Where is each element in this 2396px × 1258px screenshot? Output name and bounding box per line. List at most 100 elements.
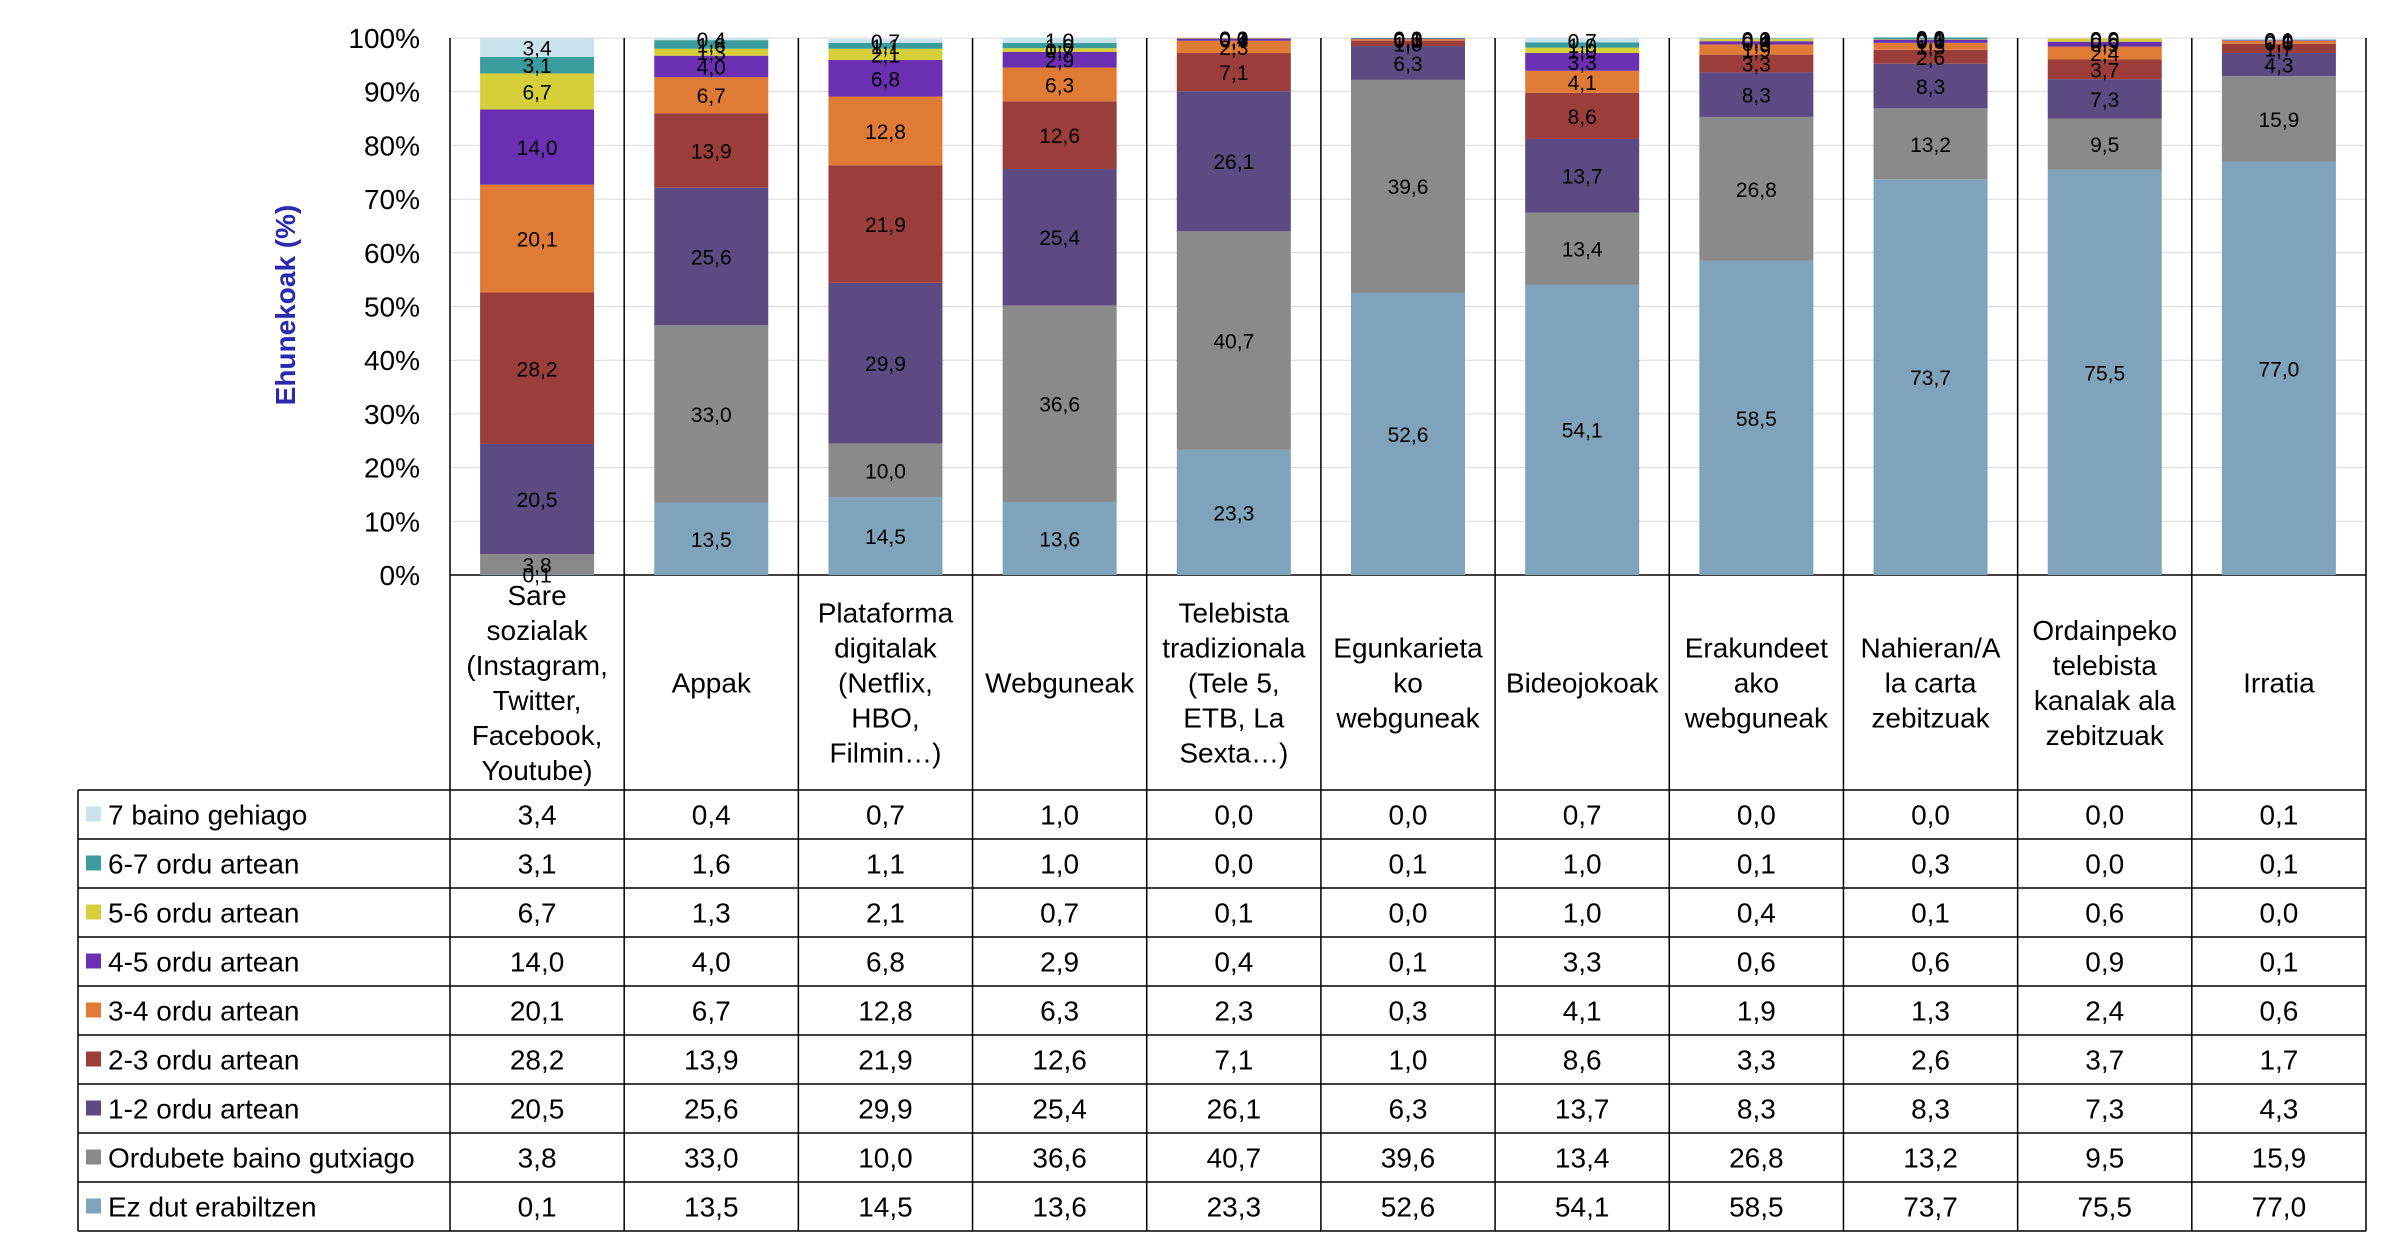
category-label: tradizionala [1162, 633, 1306, 664]
bar-segment [828, 96, 943, 166]
table-cell: 26,8 [1729, 1143, 1784, 1174]
table-cell: 0,6 [1737, 947, 1776, 978]
data-label: 0,0 [1393, 29, 1422, 52]
table-cell: 13,5 [684, 1192, 739, 1223]
table-cell: 0,0 [1389, 800, 1428, 831]
data-label: 14,0 [517, 137, 558, 160]
table-cell: 1,3 [1911, 996, 1950, 1027]
legend-label: Ordubete baino gutxiago [108, 1143, 415, 1174]
bar-segment [1002, 305, 1117, 502]
data-label: 1,0 [1568, 35, 1597, 58]
bar-segment [1351, 39, 1465, 41]
category-label: ko [1393, 668, 1423, 699]
data-label: 0,0 [1742, 29, 1771, 52]
bar-segment [2047, 38, 2162, 42]
legend-label: 4-5 ordu artean [108, 947, 299, 978]
table-cell: 6,3 [1040, 996, 1079, 1027]
data-label: 29,9 [865, 353, 906, 376]
bar-segment [1873, 37, 1988, 40]
table-cell: 0,4 [1737, 898, 1776, 929]
table-cell: 0,0 [2259, 898, 2298, 929]
table-cell: 0,7 [1563, 800, 1602, 831]
data-label: 0,1 [1219, 28, 1248, 51]
bar-segment [1525, 138, 1640, 213]
category-label: ETB, La [1183, 703, 1285, 734]
category-label: Egunkarieta [1333, 633, 1483, 664]
bar-segment [1176, 91, 1291, 232]
category-label: digitalak [834, 633, 938, 664]
legend-swatch [86, 1149, 101, 1165]
bar-segment [2047, 79, 2162, 119]
table-cell: 73,7 [1903, 1192, 1958, 1223]
bar-segment [1699, 39, 1814, 42]
bar-segment [1873, 179, 1988, 575]
bar-segment [2221, 40, 2336, 44]
data-label: 3,4 [522, 38, 552, 61]
bar-segment [1351, 38, 1465, 39]
table-cell: 10,0 [858, 1143, 913, 1174]
data-label: 6,8 [871, 68, 900, 91]
legend-label: 2-3 ordu artean [108, 1045, 299, 1076]
category-label: (Netflix, [838, 668, 933, 699]
data-label: 3,3 [1742, 54, 1771, 77]
data-label: 1,0 [1393, 33, 1422, 56]
y-tick-label: 80% [364, 130, 420, 161]
bar-segment [828, 165, 943, 283]
table-cell: 39,6 [1381, 1143, 1436, 1174]
data-label: 12,6 [1039, 125, 1080, 148]
bar-segment [1176, 38, 1291, 41]
data-label: 0,1 [1393, 28, 1422, 51]
bar-segment [2047, 169, 2162, 575]
bar-segment [480, 443, 595, 555]
data-label: 1,3 [1916, 36, 1945, 59]
table-cell: 23,3 [1207, 1192, 1262, 1223]
category-label: Facebook, [472, 720, 603, 751]
data-label: 52,6 [1388, 424, 1429, 447]
y-tick-label: 30% [364, 399, 420, 430]
data-label: 1,0 [1568, 40, 1597, 63]
data-label: 13,4 [1562, 239, 1603, 262]
data-label: 77,0 [2258, 358, 2299, 381]
table-cell: 3,8 [518, 1143, 557, 1174]
data-label: 6,7 [522, 81, 551, 104]
category-label: ako [1734, 668, 1779, 699]
bar-segment [1351, 38, 1465, 40]
data-label: 6,7 [697, 85, 726, 108]
data-label: 0,4 [1742, 30, 1772, 53]
bar-segment [1176, 38, 1291, 39]
bar-segment [1873, 49, 1988, 64]
bar-segment [654, 325, 769, 503]
bar-segment [1176, 53, 1291, 92]
legend-label: 1-2 ordu artean [108, 1094, 299, 1125]
y-tick-label: 60% [364, 238, 420, 269]
data-label: 0,0 [1219, 28, 1248, 51]
table-cell: 0,4 [1214, 947, 1253, 978]
table-cell: 0,6 [2259, 996, 2298, 1027]
bar-segment [480, 554, 595, 575]
data-label: 0,6 [1916, 31, 1945, 54]
table-cell: 28,2 [510, 1045, 565, 1076]
table-cell: 0,1 [1389, 947, 1428, 978]
data-label: 1,0 [1045, 30, 1074, 53]
table-cell: 7,1 [1214, 1045, 1253, 1076]
bar-segment [654, 48, 769, 56]
table-cell: 0,1 [518, 1192, 557, 1223]
bar-segment [2221, 53, 2336, 77]
y-tick-label: 90% [364, 77, 420, 108]
data-label: 33,0 [691, 404, 732, 427]
table-cell: 13,6 [1032, 1192, 1087, 1223]
bar-segment [1176, 40, 1291, 54]
table-cell: 6,8 [866, 947, 905, 978]
data-label: 13,6 [1039, 528, 1080, 551]
bar-segment [480, 56, 595, 74]
bar-segment [1525, 284, 1640, 575]
category-label: zebitzuak [2046, 720, 2165, 751]
table-cell: 2,3 [1214, 996, 1253, 1027]
data-label: 15,9 [2258, 109, 2299, 132]
table-cell: 0,7 [866, 800, 905, 831]
y-tick-label: 20% [364, 453, 420, 484]
bar-segment [480, 184, 595, 293]
category-label: Telebista [1179, 598, 1290, 629]
bar-segment [480, 574, 595, 575]
